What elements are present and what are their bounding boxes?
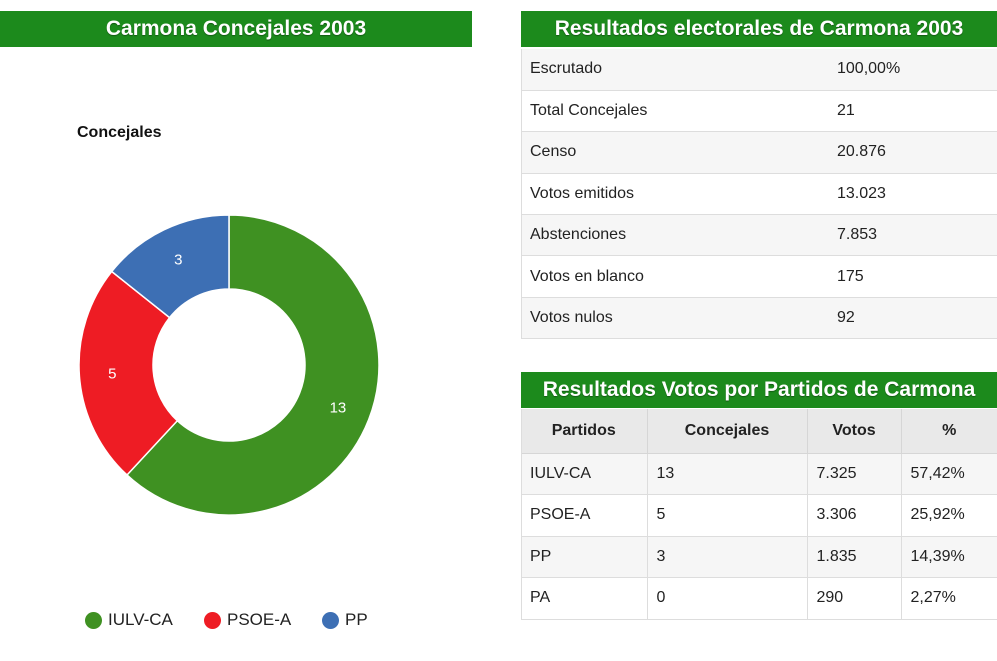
party-percent: 25,92%: [901, 494, 997, 537]
table-row: PP 3 1.835 14,39%: [521, 536, 997, 578]
column-header-percent[interactable]: %: [901, 409, 997, 454]
column-header-concejales[interactable]: Concejales: [647, 409, 808, 454]
donut-slice-pp[interactable]: [110, 214, 230, 319]
party-seats: 13: [647, 453, 808, 495]
party-seats: 3: [647, 536, 808, 578]
row-value: 175: [828, 255, 997, 298]
party-votes: 290: [807, 577, 902, 620]
legend-swatch: [204, 611, 221, 629]
legend-swatch: [322, 611, 339, 629]
row-label: Censo: [521, 131, 828, 174]
slice-data-label: 13: [330, 400, 347, 417]
legend-swatch: [85, 611, 102, 629]
party-votes: 3.306: [807, 494, 902, 537]
table-row: Votos nulos 92: [521, 297, 997, 340]
column-header-votos[interactable]: Votos: [807, 409, 902, 454]
parties-table: Partidos Concejales Votos % IULV-CA 13 7…: [521, 409, 997, 620]
row-value: 7.853: [828, 214, 997, 257]
party-seats: 0: [647, 577, 808, 620]
slice-data-label: 5: [108, 366, 116, 383]
results-panel-title: Resultados electorales de Carmona 2003: [521, 11, 997, 47]
party-name: PSOE-A: [521, 494, 648, 537]
parties-panel-title: Resultados Votos por Partidos de Carmona: [521, 372, 997, 408]
row-label: Total Concejales: [521, 90, 828, 133]
row-value: 92: [828, 297, 997, 340]
legend-item-psoe-a[interactable]: PSOE-A: [204, 610, 291, 630]
table-row: Censo 20.876: [521, 131, 997, 174]
table-border: [521, 49, 522, 339]
party-percent: 2,27%: [901, 577, 997, 620]
row-label: Votos emitidos: [521, 173, 828, 216]
party-name: PP: [521, 536, 648, 578]
row-value: 100,00%: [828, 49, 997, 91]
legend-item-iulv-ca[interactable]: IULV-CA: [85, 610, 173, 630]
table-row: Total Concejales 21: [521, 90, 997, 133]
results-table: Escrutado 100,00% Total Concejales 21 Ce…: [521, 49, 997, 340]
table-row: Abstenciones 7.853: [521, 214, 997, 257]
table-header-row: Partidos Concejales Votos %: [521, 409, 997, 454]
legend-item-pp[interactable]: PP: [322, 610, 368, 630]
party-name: PA: [521, 577, 648, 620]
party-votes: 1.835: [807, 536, 902, 578]
table-row: PA 0 290 2,27%: [521, 577, 997, 620]
table-row: Votos emitidos 13.023: [521, 173, 997, 216]
legend-label: PSOE-A: [227, 610, 292, 629]
table-row: Votos en blanco 175: [521, 255, 997, 298]
chart-title: Concejales: [77, 124, 162, 141]
row-label: Escrutado: [521, 49, 828, 91]
party-name: IULV-CA: [521, 453, 648, 495]
row-label: Votos en blanco: [521, 255, 828, 298]
donut-chart: 13 5 3: [78, 214, 380, 516]
column-header-partidos[interactable]: Partidos: [521, 409, 648, 454]
row-value: 20.876: [828, 131, 997, 174]
party-percent: 57,42%: [901, 453, 997, 495]
row-label: Votos nulos: [521, 297, 828, 340]
party-seats: 5: [647, 494, 808, 537]
party-votes: 7.325: [807, 453, 902, 495]
table-border: [521, 409, 522, 620]
donut-slice-iulv-ca[interactable]: [125, 214, 380, 516]
legend-label: PP: [345, 610, 368, 629]
table-row: IULV-CA 13 7.325 57,42%: [521, 453, 997, 495]
table-row: Escrutado 100,00%: [521, 49, 997, 91]
row-label: Abstenciones: [521, 214, 828, 257]
chart-panel-title: Carmona Concejales 2003: [0, 11, 472, 47]
row-value: 13.023: [828, 173, 997, 216]
party-percent: 14,39%: [901, 536, 997, 578]
slice-data-label: 3: [174, 252, 182, 269]
donut-slice-psoe-a[interactable]: [78, 270, 179, 477]
legend-label: IULV-CA: [108, 610, 173, 629]
row-value: 21: [828, 90, 997, 133]
table-row: PSOE-A 5 3.306 25,92%: [521, 494, 997, 537]
